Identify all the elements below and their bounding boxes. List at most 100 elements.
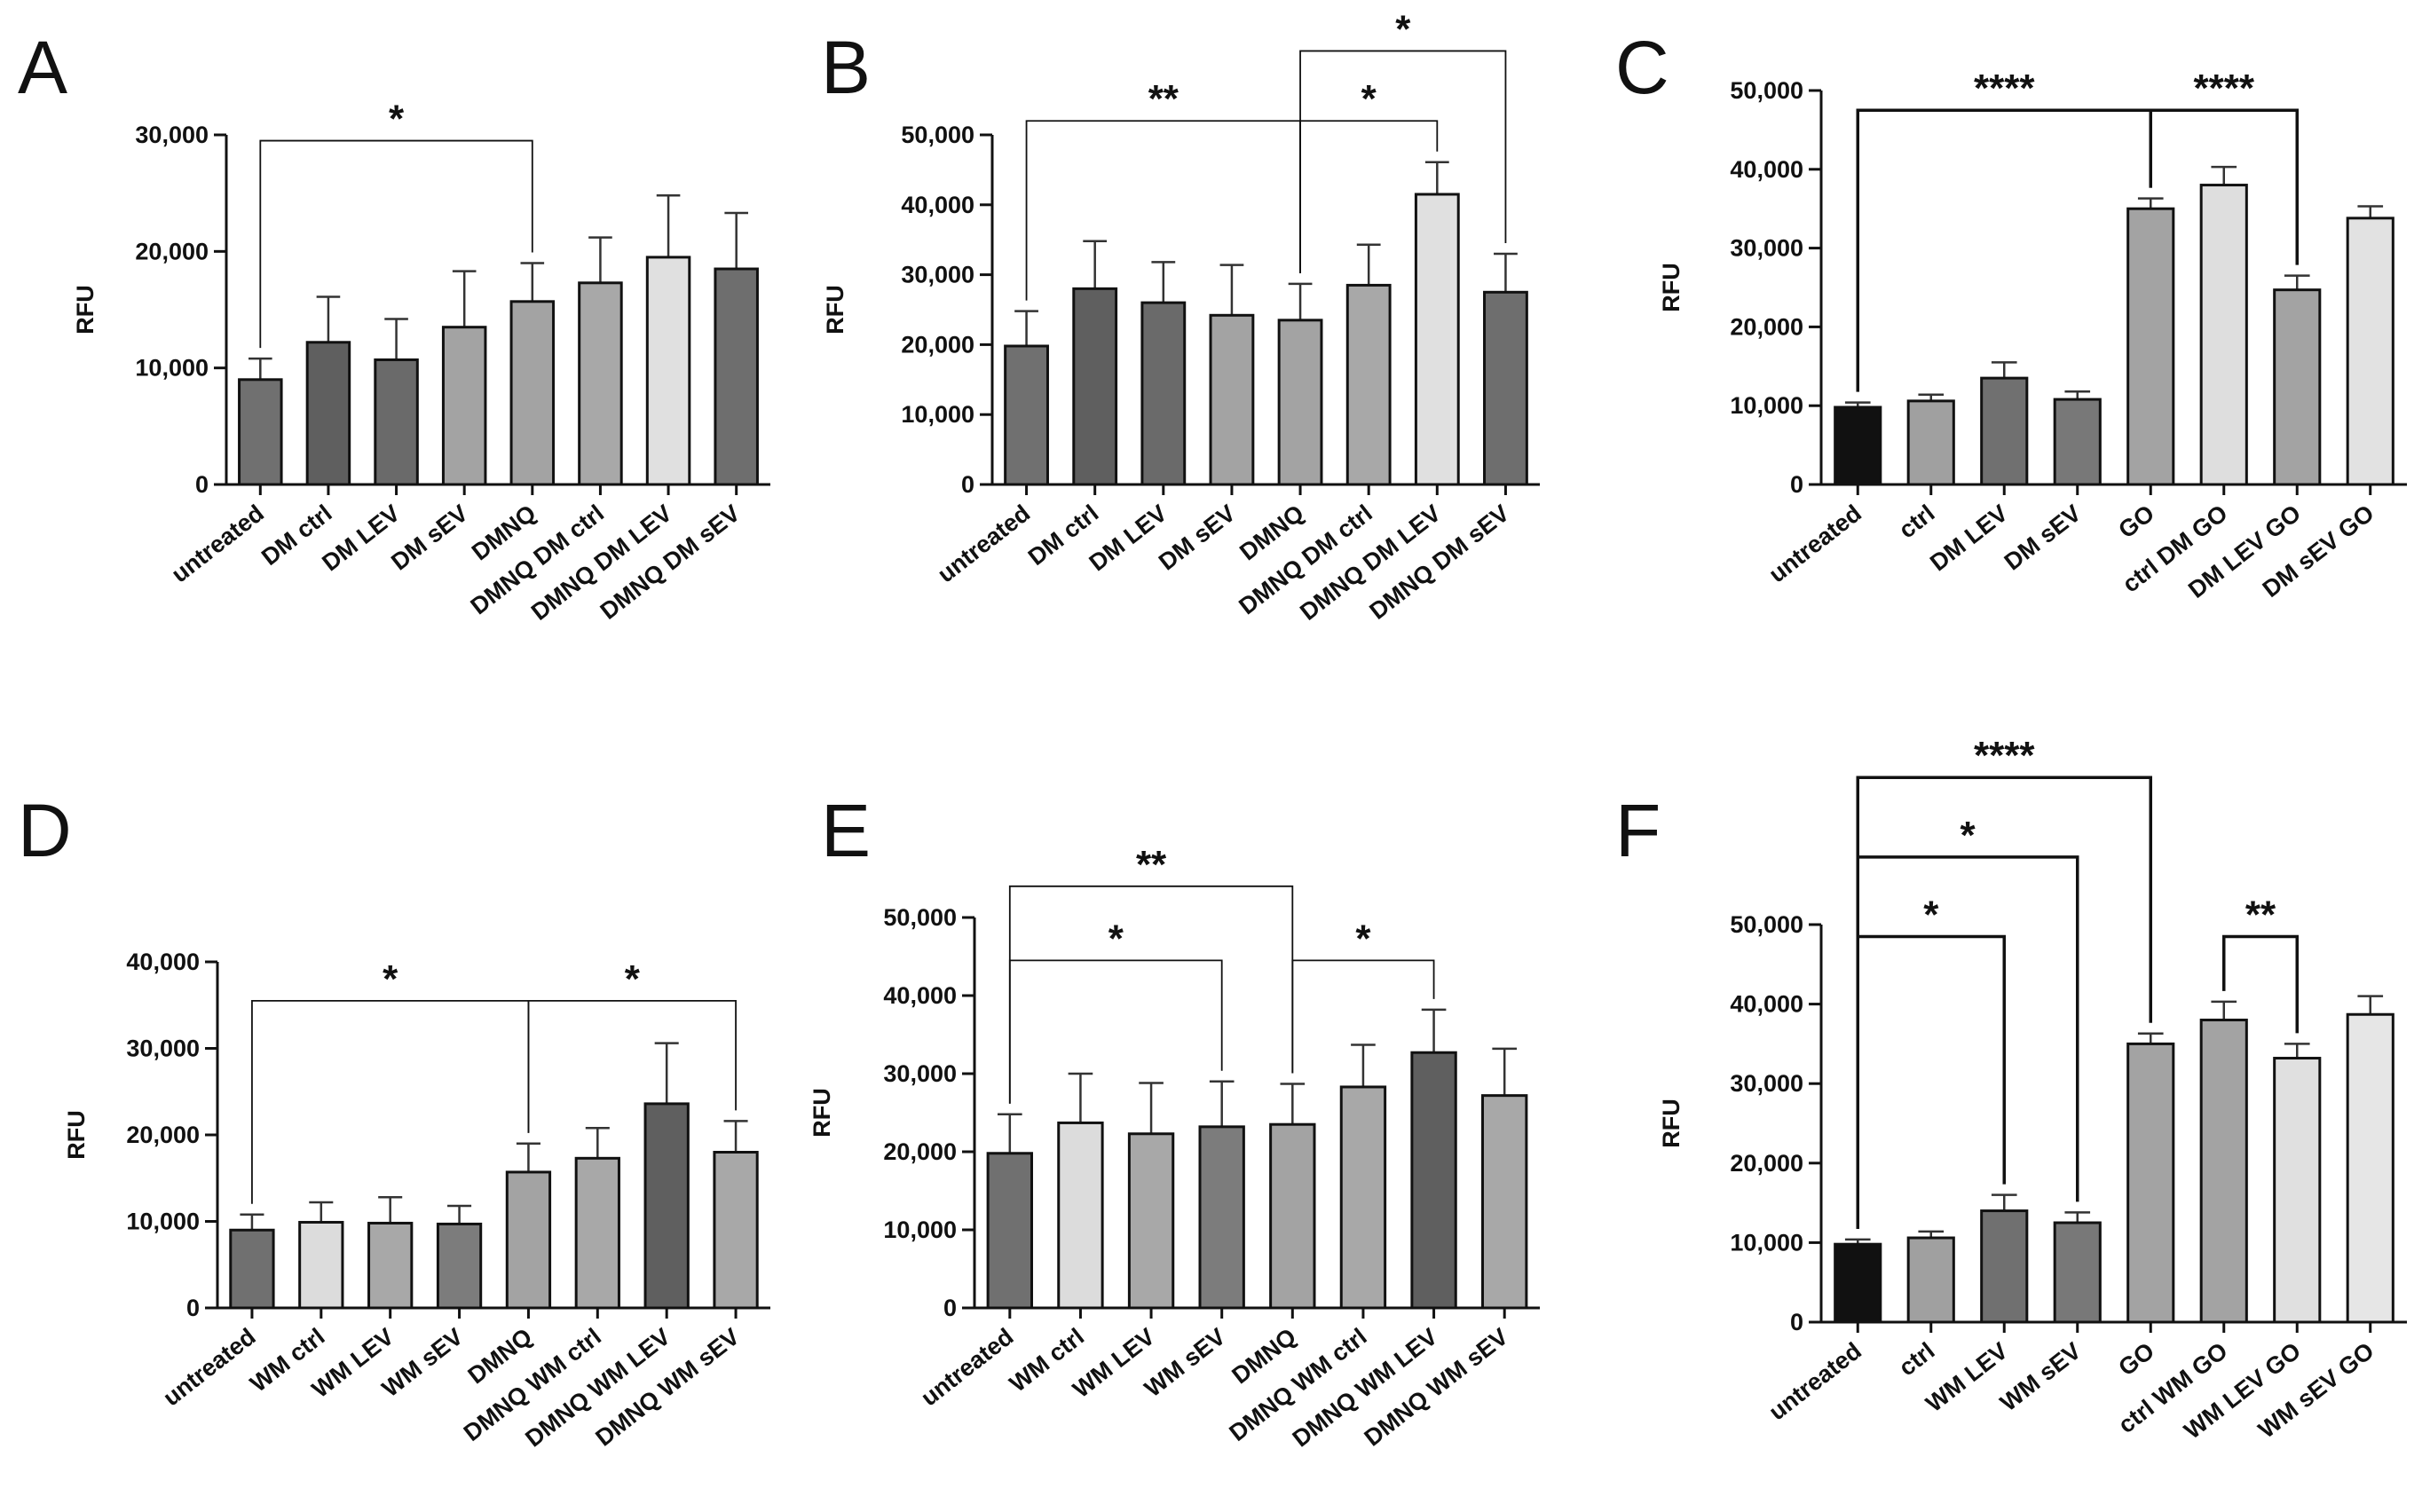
x-category-label: untreated [1764, 1337, 1866, 1425]
y-tick-label: 50,000 [901, 122, 974, 148]
bar [988, 1154, 1031, 1308]
panel-letter: C [1615, 26, 1669, 109]
y-tick-label: 50,000 [1730, 911, 1803, 938]
x-category-label: DM sEV [386, 500, 473, 576]
significance-bracket [1300, 51, 1505, 272]
significance-label: * [625, 957, 641, 1001]
bar [1416, 194, 1458, 484]
bar [1908, 401, 1953, 484]
significance-label: **** [2194, 67, 2255, 110]
y-tick-label: 20,000 [135, 238, 209, 264]
significance-label: * [1960, 814, 1976, 857]
significance-label: ** [1148, 77, 1179, 121]
x-category-label: ctrl [1894, 500, 1940, 544]
y-tick-label: 10,000 [901, 401, 974, 428]
y-tick-label: 20,000 [883, 1138, 957, 1165]
bar [240, 380, 282, 484]
significance-bracket [1858, 857, 2078, 1229]
x-category-label: WM sEV [1995, 1337, 2086, 1416]
y-tick-label: 20,000 [1730, 1150, 1803, 1177]
bar [1006, 346, 1048, 484]
y-axis-title: RFU [1658, 1099, 1684, 1148]
x-category-label: untreated [916, 1323, 1018, 1411]
significance-bracket [252, 1001, 529, 1204]
significance-bracket [1858, 936, 2004, 1228]
x-category-label: GO [2113, 1337, 2159, 1382]
significance-label: * [389, 98, 405, 141]
x-category-label: untreated [933, 500, 1035, 587]
panel-letter: E [821, 789, 871, 872]
x-category-label: untreated [167, 500, 269, 587]
bar [1279, 320, 1322, 484]
y-tick-label: 10,000 [883, 1217, 957, 1243]
y-tick-label: 10,000 [1730, 1229, 1803, 1256]
bar [375, 359, 418, 484]
significance-label: * [1361, 77, 1377, 121]
significance-label: * [1108, 917, 1124, 960]
significance-label: ** [1136, 843, 1167, 886]
y-tick-label: 40,000 [883, 982, 957, 1009]
y-tick-label: 40,000 [1730, 991, 1803, 1018]
bar [1982, 378, 2027, 484]
x-category-label: ctrl [1894, 1337, 1940, 1382]
y-axis-title: RFU [72, 285, 99, 335]
bar [2055, 1223, 2100, 1322]
significance-bracket [1858, 110, 2150, 391]
panel-c: C010,00020,00030,00040,00050,000RFUuntre… [1615, 26, 2407, 603]
y-tick-label: 20,000 [901, 331, 974, 358]
x-category-label: DM LEV [317, 500, 405, 576]
x-category-label: DM LEV [1925, 500, 2013, 576]
bar [1908, 1238, 1953, 1322]
y-tick-label: 50,000 [883, 904, 957, 931]
y-tick-label: 0 [943, 1295, 957, 1321]
y-tick-label: 50,000 [1730, 77, 1803, 104]
bar [1347, 285, 1390, 484]
x-category-label: GO [2113, 500, 2159, 544]
significance-label: **** [1974, 67, 2035, 110]
panel-e: E 0 10,000 20,000 30,000 40,000 50,000 RFU untre… [809, 789, 1540, 1453]
bar [714, 1153, 757, 1309]
bar [1982, 1211, 2027, 1322]
y-tick-label: 0 [1790, 471, 1803, 498]
bar [2347, 1014, 2393, 1322]
bar [2055, 399, 2100, 484]
bar [1341, 1087, 1385, 1308]
bar [307, 343, 350, 484]
y-tick-label: 20,000 [1730, 313, 1803, 340]
y-tick-label: 10,000 [135, 355, 209, 382]
bar [1059, 1122, 1102, 1308]
bar [580, 283, 622, 484]
x-category-label: untreated [158, 1323, 260, 1411]
x-category-label: DM sEV [2000, 500, 2087, 576]
bar [1835, 407, 1881, 484]
panel-letter: A [18, 26, 67, 109]
y-axis-title: RFU [809, 1088, 835, 1138]
y-tick-label: 0 [1790, 1309, 1803, 1335]
bar [1200, 1127, 1243, 1308]
bar [1485, 292, 1527, 484]
y-tick-label: 30,000 [883, 1060, 957, 1087]
y-tick-label: 10,000 [126, 1209, 200, 1235]
significance-label: * [1355, 917, 1371, 960]
significance-bracket [528, 1001, 736, 1133]
y-tick-label: 30,000 [135, 122, 209, 148]
y-tick-label: 30,000 [126, 1036, 200, 1062]
bar [647, 257, 690, 484]
bar [1835, 1244, 1881, 1322]
significance-bracket [1010, 886, 1293, 1104]
y-tick-label: 30,000 [901, 262, 974, 288]
bar [231, 1230, 273, 1308]
significance-label: * [1923, 893, 1939, 936]
figure: A010,00020,00030,000RFUuntreatedDM ctrlD… [0, 0, 2430, 1512]
bar [2128, 1043, 2174, 1322]
bar [645, 1104, 688, 1308]
bar [511, 302, 554, 484]
y-tick-label: 40,000 [126, 949, 200, 975]
bar [1142, 303, 1185, 484]
bar [369, 1223, 412, 1308]
bar [2201, 1020, 2246, 1322]
y-tick-label: 0 [961, 471, 974, 498]
x-category-label: untreated [1764, 500, 1866, 587]
y-tick-label: 40,000 [1730, 156, 1803, 183]
